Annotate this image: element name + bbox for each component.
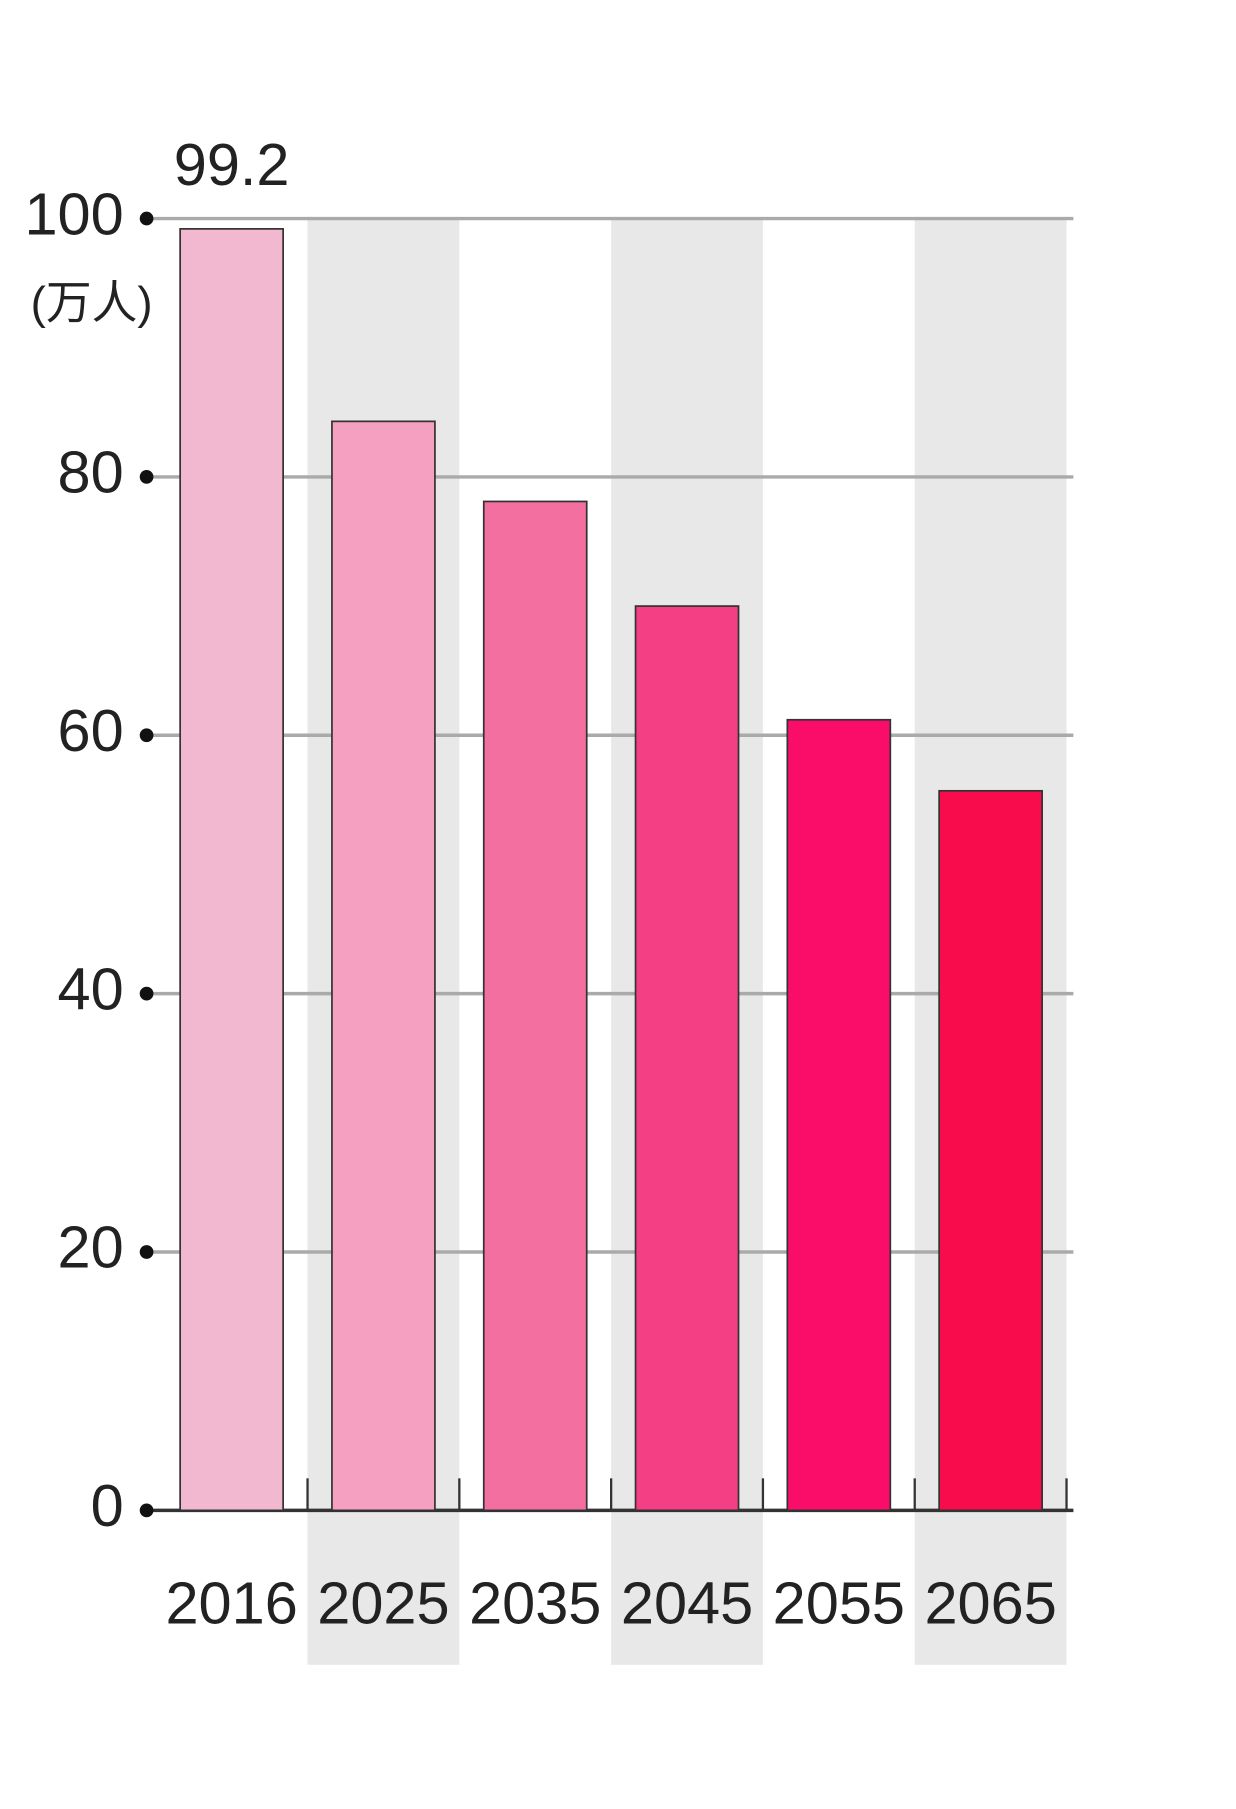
bar <box>634 605 740 1512</box>
x-tick-label: 2025 <box>317 1569 449 1636</box>
value-label: 99.2 <box>174 131 290 198</box>
y-tick-label: 80 <box>58 439 124 506</box>
x-tick-label: 2065 <box>924 1569 1056 1636</box>
x-tick-label: 2055 <box>773 1569 905 1636</box>
y-tick-label: 60 <box>58 697 124 764</box>
x-tick-label: 2016 <box>165 1569 297 1636</box>
bar <box>786 718 892 1512</box>
y-tick-dot <box>139 986 154 1001</box>
x-tick-label: 2045 <box>621 1569 753 1636</box>
y-tick-label: 40 <box>58 955 124 1022</box>
y-tick-dot <box>139 728 154 743</box>
bar <box>482 500 588 1512</box>
bar <box>179 228 284 1512</box>
y-tick-label: 0 <box>91 1472 124 1539</box>
y-tick-dot <box>139 211 154 226</box>
y-tick-dot <box>139 1503 154 1518</box>
y-tick-dot <box>139 1245 154 1259</box>
bar <box>331 420 436 1512</box>
bar <box>938 789 1043 1512</box>
x-tick-label: 2035 <box>469 1569 601 1636</box>
y-tick-dot <box>139 470 154 484</box>
y-tick-label: 100 <box>24 180 123 247</box>
y-tick-label: 20 <box>58 1214 124 1281</box>
y-axis-label: (万人) <box>31 278 153 329</box>
